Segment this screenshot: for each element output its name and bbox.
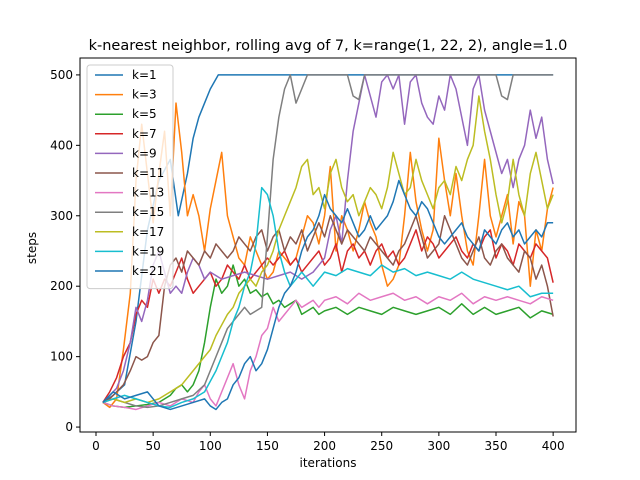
x-tick-label: 400 — [542, 439, 565, 453]
y-tick-label: 300 — [50, 209, 73, 223]
y-tick-label: 100 — [50, 350, 73, 364]
x-tick-label: 200 — [313, 439, 336, 453]
y-tick-label: 200 — [50, 279, 73, 293]
series-line-k-15 — [102, 74, 554, 409]
series-line-k-19 — [102, 186, 554, 409]
series-line-k-11 — [102, 215, 554, 404]
legend: k=1 k=3 k=5 k=7 k=9 k=11 k=13 k=15 k=17 k=19 k=21 — [86, 64, 174, 290]
legend-label: k=19 — [132, 244, 164, 258]
y-tick-label: 0 — [65, 420, 73, 434]
legend-box — [86, 64, 174, 290]
series-line-k-3 — [102, 102, 554, 409]
legend-label: k=13 — [132, 186, 164, 200]
axes-frame — [79, 57, 577, 433]
x-tick-label: 50 — [146, 439, 161, 453]
legend-label: k=17 — [132, 225, 164, 239]
x-tick-label: 0 — [92, 439, 100, 453]
x-axis-title: iterations — [300, 456, 357, 470]
legend-label: k=11 — [132, 166, 164, 180]
y-tick-label: 500 — [50, 68, 73, 82]
plot-area — [102, 74, 554, 411]
legend-label: k=3 — [132, 88, 157, 102]
legend-label: k=1 — [132, 68, 157, 82]
series-line-k-21 — [102, 179, 554, 411]
x-tick-label: 100 — [199, 439, 222, 453]
legend-label: k=5 — [132, 107, 157, 121]
legend-label: k=21 — [132, 264, 164, 278]
y-tick-label: 400 — [50, 138, 73, 152]
chart-title: k-nearest neighbor, rolling avg of 7, k=… — [89, 38, 568, 54]
x-tick-label: 350 — [485, 439, 508, 453]
series-line-k-17 — [102, 95, 554, 404]
x-tick-label: 250 — [370, 439, 393, 453]
legend-label: k=9 — [132, 146, 157, 160]
x-tick-label: 300 — [427, 439, 450, 453]
x-tick-label: 150 — [256, 439, 279, 453]
legend-label: k=15 — [132, 205, 164, 219]
y-axis: 0 100 200 300 400 500 — [50, 68, 80, 434]
legend-label: k=7 — [132, 127, 157, 141]
x-axis: 0 50 100 150 200 250 300 350 400 — [92, 432, 565, 453]
y-axis-title: steps — [25, 232, 39, 264]
series-line-k-1 — [102, 74, 554, 404]
series-line-k-9 — [102, 74, 554, 403]
